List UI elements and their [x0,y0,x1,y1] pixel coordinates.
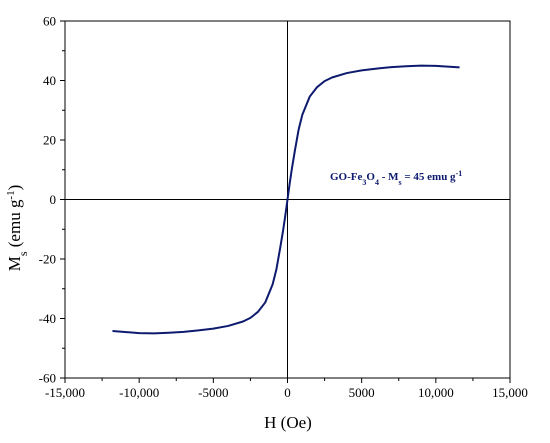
y-axis-title: Ms (emu g-1) [5,185,30,272]
ticks-layer: -15,000 -10,000 -5000 0 5000 10,000 15,000 -60 -… [39,14,528,401]
x-axis-title: H (Oe) [264,413,312,432]
y-tick-label: 20 [43,133,56,148]
y-axis-title-close: ) [5,185,24,191]
x-tick-label: 5000 [349,385,375,400]
annot-subs: s [399,178,402,187]
y-axis-title-unit: (emu g [5,199,24,251]
y-axis-title-sub: s [16,251,30,256]
y-tick-label: -60 [39,371,56,386]
x-tick-label: 10,000 [418,385,454,400]
magnetization-curve [112,64,460,335]
x-tick-label: -15,000 [45,385,85,400]
annot-sub4: 4 [375,178,379,187]
x-tick-label: -10,000 [119,385,159,400]
annot-eq: = 45 emu g [402,171,456,183]
y-tick-label: 40 [43,73,56,88]
series-layer [112,64,460,335]
annot-o: O [366,171,375,183]
annot-sub3: 3 [362,178,366,187]
annot-go: GO-Fe [330,171,362,183]
y-tick-label: -40 [39,311,56,326]
x-tick-label: 0 [284,385,291,400]
x-tick-label: -5000 [198,385,228,400]
y-tick-label: 60 [43,14,56,29]
annot-sup: -1 [456,169,463,178]
ms-annotation: GO-Fe3O4 - Ms = 45 emu g-1 [330,169,462,187]
y-axis-title-main: M [5,256,24,271]
y-axis-title-sup: -1 [5,190,17,199]
y-tick-label: -20 [39,252,56,267]
y-tick-label: 0 [50,192,57,207]
annot-mid: - M [379,171,399,183]
x-tick-label: 15,000 [492,385,528,400]
